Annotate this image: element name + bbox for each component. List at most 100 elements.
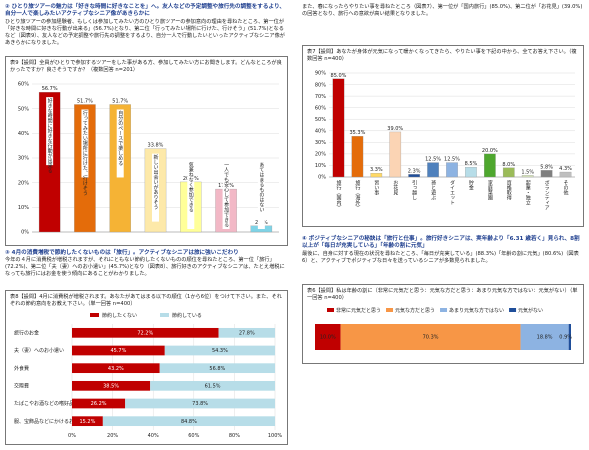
- x-tick-label: 新しい出会いがありそう: [153, 154, 159, 211]
- x-tick-label: 40%: [148, 433, 159, 439]
- bar: [427, 162, 439, 178]
- value-label: 33.8%: [148, 143, 164, 149]
- y-tick-label: たばこやお酒などの嗜好品: [14, 400, 74, 407]
- legend-label: 元気がない: [518, 307, 543, 314]
- chart-title: 表8【設問】4月に消費税が増税されます。あなたがあてはまる以下の順位（1から6位…: [10, 294, 282, 307]
- label-bg: [257, 161, 265, 229]
- x-tick-label: 20%: [107, 433, 118, 439]
- heading: ③ 4月の消費増税で節約したくないものは「旅行」。アクティブなシニアは旅に強いこ…: [5, 250, 239, 256]
- y-tick-label: 60%: [315, 105, 326, 111]
- x-tick-label: 自分のペースで楽しめる: [117, 110, 123, 166]
- legend-label: 節約したくない: [102, 312, 137, 319]
- label-bg: [187, 161, 195, 229]
- y-tick-label: 40%: [315, 128, 326, 134]
- bar-segment: [159, 363, 275, 374]
- value-label: 35.3%: [349, 130, 365, 136]
- legend-label: 元気な方だと思う: [395, 307, 435, 314]
- value-label: 0.9%: [559, 335, 572, 341]
- y-tick-label: 夫（妻）へのお小遣い: [14, 347, 64, 354]
- y-tick-label: 10%: [315, 163, 326, 169]
- x-tick-label: 60%: [188, 433, 199, 439]
- section-4: ④ ポジティブなシニアの秘訣は「旅行と仕事」。旅行好きシニアは、実年齢より「6.…: [302, 236, 584, 265]
- y-tick-label: 80%: [315, 82, 326, 88]
- heading: ④ ポジティブなシニアの秘訣は「旅行と仕事」。旅行好きシニアは、実年齢より「6.…: [302, 236, 580, 250]
- y-tick-label: 70%: [315, 94, 326, 100]
- x-tick-label: 0%: [68, 433, 76, 439]
- chart-title: 表7【設問】あなたが身体が元気になって暖かくなってきたら、やりたい事を下記の中か…: [307, 49, 577, 62]
- x-tick-label: ボランティア: [544, 179, 550, 210]
- value-label: 43.2%: [108, 366, 124, 372]
- x-tick-label: あてはまるものはない: [258, 162, 264, 212]
- value-label: 8.5%: [465, 161, 478, 167]
- y-tick-label: 20%: [315, 152, 326, 158]
- bar: [484, 153, 496, 178]
- value-label: 12.5%: [444, 157, 460, 163]
- legend-swatch: [160, 313, 169, 317]
- bar-segment: [72, 398, 126, 409]
- paragraph: ひとり旅ツアーの参加経験者、もしくは参加してみたい方のひとり旅ツアーの参加意向の…: [5, 18, 285, 46]
- value-label: 39.0%: [387, 126, 403, 132]
- label-bg: [116, 109, 124, 178]
- bar: [389, 131, 402, 178]
- y-tick-label: 交際費: [14, 383, 29, 390]
- bar-segment: [164, 345, 275, 356]
- chart: 節約したくない 節約している 0% 20% 40% 60% 80% 100% 旅行のお金 72.2…: [14, 312, 283, 439]
- x-tick-label: 行ってみたい場所に行けた、行けそう: [82, 110, 88, 197]
- chart-box: 表7【設問】あなたが身体が元気になって暖かくなってきたら、やりたい事を下記の中か…: [302, 45, 584, 227]
- y-tick-label: 90%: [315, 71, 326, 77]
- x-tick-label: 一人でも安心して参加できる: [223, 162, 229, 227]
- legend-swatch: [90, 313, 99, 317]
- bar-segment: [72, 345, 165, 356]
- x-tick-label: その他: [563, 180, 569, 196]
- value-label: 8.0%: [502, 162, 515, 168]
- y-tick-label: 60%: [18, 82, 29, 88]
- bar: [502, 167, 515, 178]
- chart-title: 表6【設問】私は年齢の割に（非常に元気だと思う：元気な方だと思う：あまり元気な方…: [307, 288, 578, 301]
- bar-segment: [102, 416, 275, 427]
- legend-swatch: [440, 308, 448, 312]
- value-label: 70.3%: [423, 335, 439, 341]
- x-tick-label: 旅行（国内）: [335, 179, 341, 210]
- legend-label: 非常に元気だと思う: [336, 307, 381, 314]
- x-tick-label: 100%: [268, 433, 283, 439]
- value-label: 56.8%: [209, 366, 225, 372]
- chart-title: 表9【設問】全員がひとりで参加するツアーをした事がある方、参加してみたい方にお聞…: [10, 60, 282, 73]
- value-label: 5.8%: [540, 164, 553, 170]
- paragraph: また、春になったらやりたい事を尋ねたところ（図表7）、第一位が「国内旅行」(85…: [302, 4, 583, 17]
- x-tick-label: 資格取得: [506, 179, 512, 200]
- x-tick-label: 起業・独立: [525, 180, 531, 205]
- legend-label: あまり元気な方ではない: [449, 307, 504, 314]
- y-tick-label: 外食費: [14, 365, 29, 372]
- x-tick-label: 家庭菜園: [487, 179, 493, 201]
- section-3: ③ 4月の消費増税で節約したくないものは「旅行」。アクティブなシニアは旅に強いこ…: [5, 250, 288, 278]
- section-2: ② ひとり旅ツアーの魅力は「好きな時間に好きなことを」へ。友人などの予定調整や旅…: [5, 4, 288, 47]
- x-tick-label: 好きな時間に好きな行動が出来る: [47, 98, 53, 174]
- value-label: 4.3%: [559, 166, 572, 172]
- value-label: 56.7%: [42, 86, 58, 92]
- bar-segment: [315, 324, 341, 350]
- bar: [332, 78, 345, 178]
- value-label: 38.5%: [103, 384, 119, 390]
- chart-box: 表6【設問】私は年齢の割に（非常に元気だと思う：元気な方だと思う：あまり元気な方…: [302, 284, 584, 364]
- bar-segment: [340, 324, 521, 350]
- label-bg: [46, 97, 54, 166]
- label-bg: [222, 161, 230, 229]
- value-label: 2.3%: [408, 168, 421, 174]
- x-tick-label: お花見: [392, 180, 398, 196]
- legend-label: 節約している: [172, 312, 202, 319]
- y-tick-label: 0%: [21, 230, 29, 236]
- y-tick-label: 30%: [315, 140, 326, 146]
- value-label: 3.3%: [370, 167, 383, 173]
- legend-swatch: [386, 308, 394, 312]
- bar: [446, 162, 458, 178]
- value-label: 18.8%: [537, 335, 553, 341]
- legend-swatch: [509, 308, 517, 312]
- bar: [540, 170, 553, 178]
- y-tick-label: 服、宝飾品などにかけるお金: [14, 418, 79, 425]
- heading: ② ひとり旅ツアーの魅力は「好きな時間に好きなことを」へ。友人などの予定調整や旅…: [5, 4, 285, 18]
- value-label: 85.0%: [331, 73, 347, 79]
- chart: 0% 10% 20% 30% 40% 50% 60% 56.7% 好きな時間に好きな行動が出来る…: [18, 82, 279, 236]
- bar-segment: [72, 416, 103, 427]
- x-tick-label: 引っ越し: [411, 179, 417, 200]
- value-label: 72.2%: [137, 331, 153, 337]
